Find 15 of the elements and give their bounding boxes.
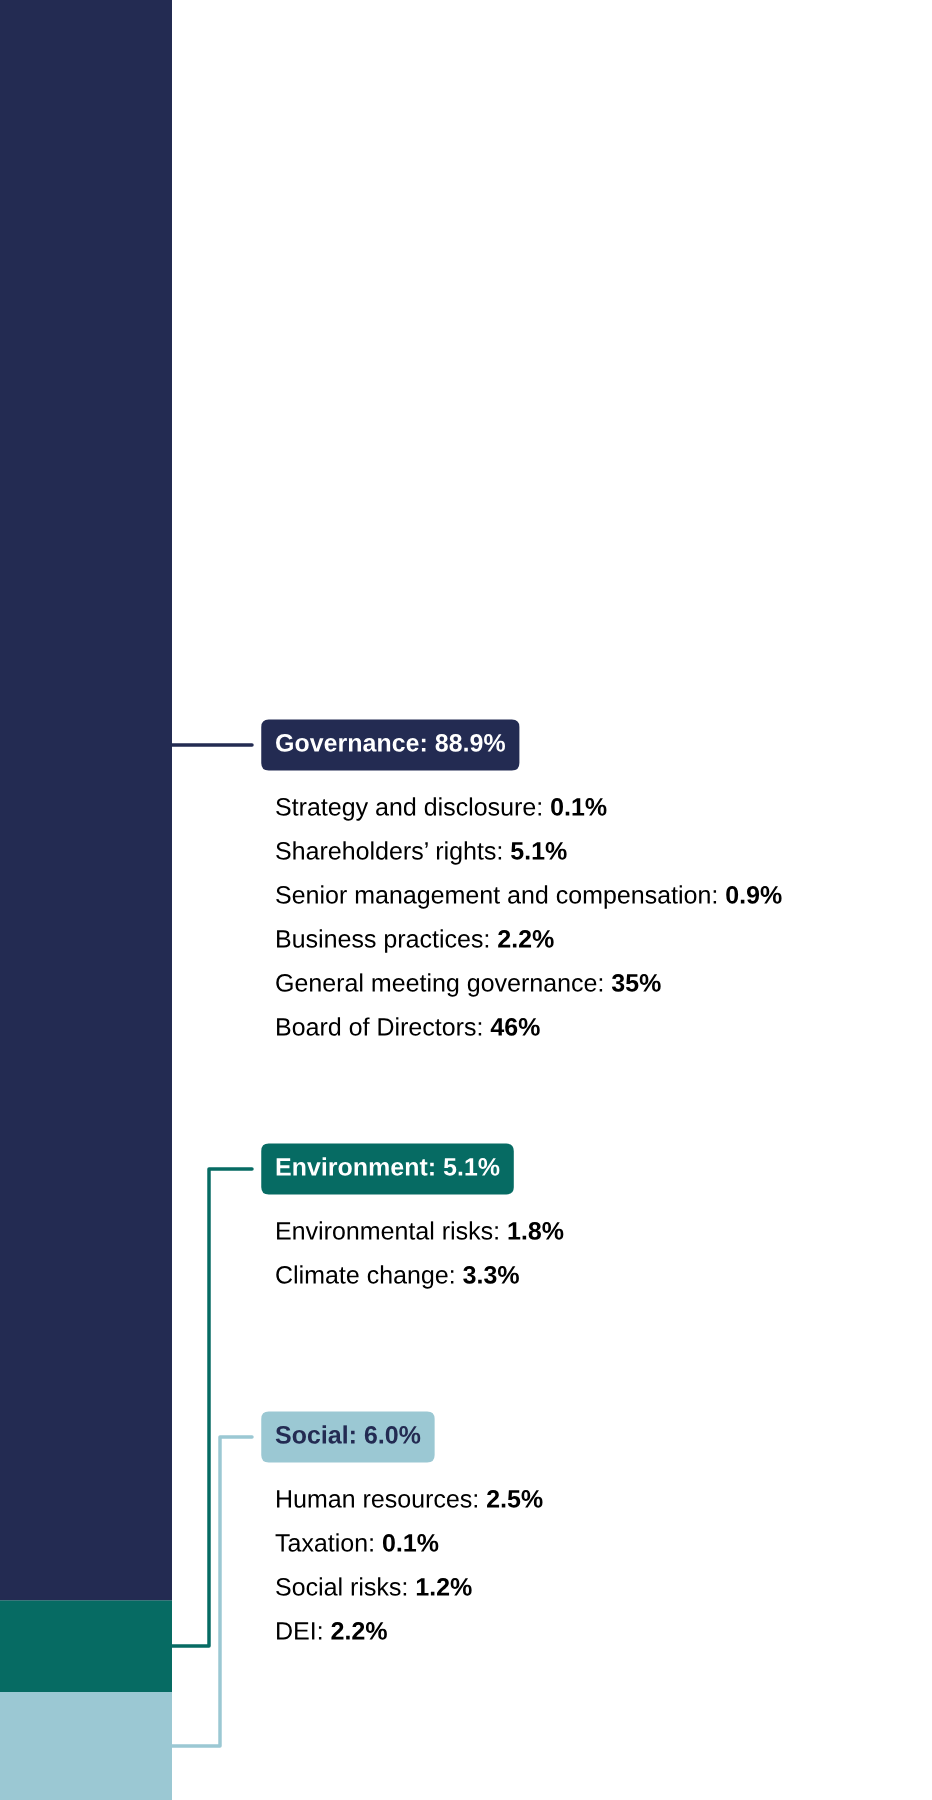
data-label: Environment: 5.1% [276,1157,500,1176]
text: Business practices: 2.2% [277,929,554,953]
text: Climate change: 3.3% [276,1265,519,1289]
text: Board of Directors: 46% [277,1017,540,1036]
data-label: Governance: 88.9% [276,734,506,752]
text: Social risks: 1.2% [276,1577,472,1596]
text: Senior management and compensation: 0.9% [276,885,782,909]
text: Human resources: 2.5% [277,1490,543,1508]
text: Environmental risks: 1.8% [277,1221,564,1240]
text: DEI: 2.2% [277,1622,387,1640]
text: Shareholders’ rights: 5.1% [276,841,567,865]
data-label: Social: 6.0% [275,1425,421,1444]
text: Taxation: 0.1% [275,1533,439,1552]
text: Strategy and disclosure: 0.1% [276,797,607,821]
text: General meeting governance: 35% [276,973,661,997]
